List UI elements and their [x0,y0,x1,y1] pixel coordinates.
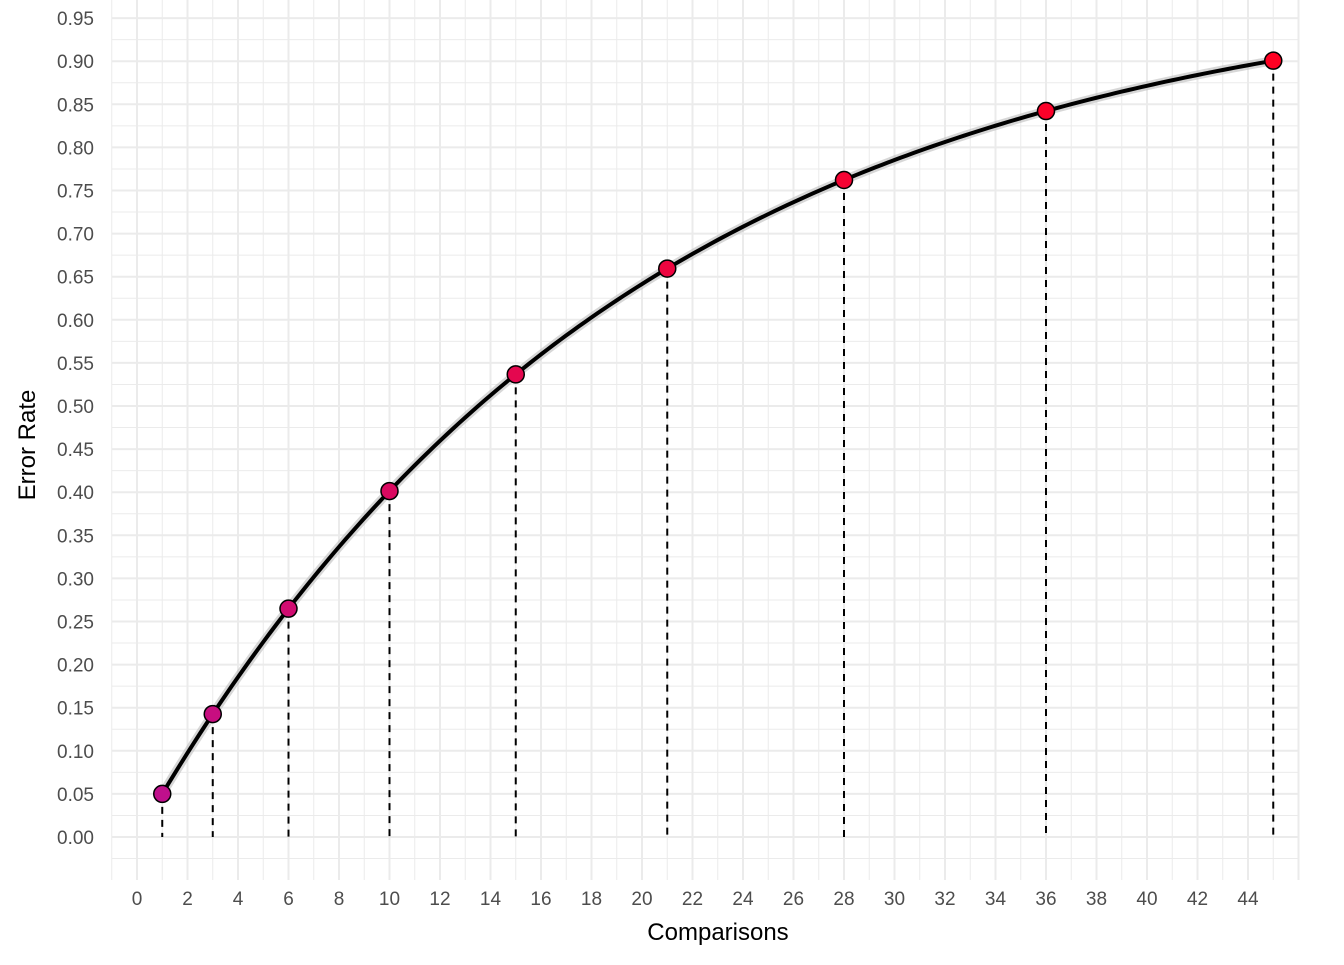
x-tick-label: 30 [884,889,905,910]
y-tick-label: 0.15 [57,699,94,720]
y-tick-label: 0.50 [57,397,94,418]
drop-lines [161,60,1275,837]
y-tick-label: 0.45 [57,440,94,461]
y-tick-labels: 0.00 0.05 0.10 0.15 0.20 0.25 0.30 0.35 0.40 0.45… [57,9,94,849]
x-tick-label: 36 [1035,889,1056,910]
x-tick-label: 34 [985,889,1007,910]
x-tick-label: 44 [1237,889,1259,910]
data-point [1264,51,1283,70]
x-tick-label: 42 [1187,889,1208,910]
y-tick-label: 0.95 [57,9,94,30]
x-tick-label: 28 [833,889,854,910]
y-tick-label: 0.40 [57,483,94,504]
y-tick-label: 0.05 [57,785,94,806]
y-axis-label: Error Rate [14,390,41,501]
x-tick-label: 24 [732,889,754,910]
x-tick-label: 40 [1136,889,1157,910]
error-rate-curve [160,58,1274,795]
data-point [380,481,399,501]
data-point [506,365,525,384]
data-point [834,170,854,190]
x-tick-label: 26 [783,889,804,910]
y-tick-label: 0.00 [57,828,94,849]
y-tick-label: 0.65 [57,268,94,289]
x-tick-label: 4 [233,889,244,910]
x-tick-label: 38 [1086,889,1107,910]
grid [111,0,1300,880]
x-tick-label: 10 [379,889,400,910]
x-tick-label: 32 [934,889,955,910]
x-tick-label: 14 [480,889,502,910]
y-tick-label: 0.10 [57,742,94,763]
data-point [203,704,222,724]
x-tick-label: 18 [581,889,602,910]
y-tick-label: 0.75 [57,182,94,203]
y-tick-label: 0.70 [57,225,94,246]
data-points [153,51,1283,804]
data-point [153,784,172,804]
y-tick-label: 0.30 [57,569,94,590]
y-tick-label: 0.60 [57,311,94,332]
y-tick-label: 0.35 [57,526,94,547]
y-tick-label: 0.55 [57,354,94,375]
x-tick-label: 8 [334,889,345,910]
x-tick-label: 20 [631,889,652,910]
y-tick-label: 0.80 [57,138,94,159]
x-tick-label: 16 [530,889,551,910]
x-tick-labels: 0 2 4 6 8 10 12 14 16 18 20 22 24 26 28 30 32 34 36 38 40 42 4… [132,889,1259,910]
x-axis-label: Comparisons [647,919,788,946]
x-tick-label: 22 [682,889,703,910]
y-tick-label: 0.25 [57,613,94,634]
data-point [1036,101,1056,121]
y-tick-label: 0.85 [57,95,94,116]
x-tick-label: 12 [429,889,450,910]
x-tick-label: 6 [283,889,294,910]
x-tick-label: 0 [132,889,143,910]
data-point [658,259,677,278]
y-tick-label: 0.20 [57,656,94,677]
y-tick-label: 0.90 [57,52,94,73]
data-point [279,599,298,618]
x-tick-label: 2 [182,889,193,910]
